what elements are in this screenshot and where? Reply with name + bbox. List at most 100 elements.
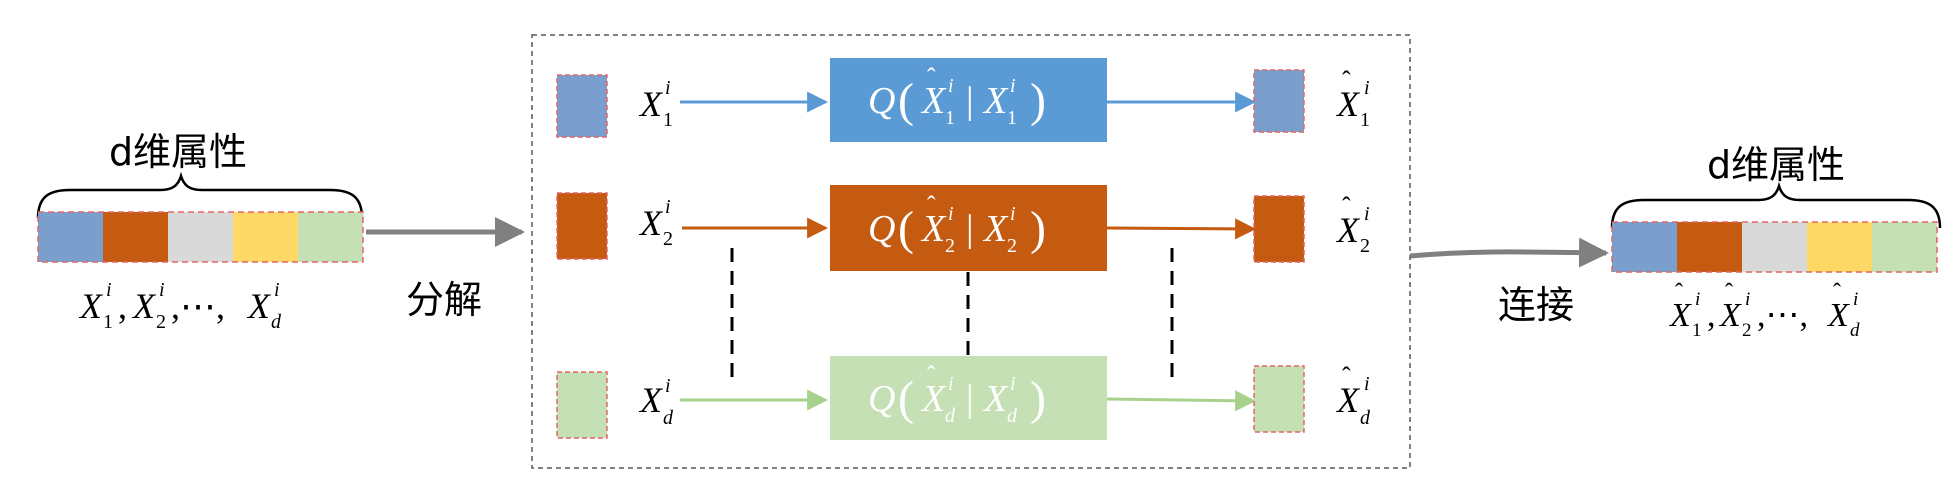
svg-text:X: X xyxy=(78,286,104,326)
svg-text:X: X xyxy=(920,80,947,122)
right-attribute-label: X ˆ 1 i , X ˆ 2 i ,⋯, X ˆ d i xyxy=(1668,280,1860,341)
svg-text:X: X xyxy=(1335,84,1361,124)
svg-text:ˆ: ˆ xyxy=(1675,280,1683,306)
svg-text:ˆ: ˆ xyxy=(1342,192,1351,221)
svg-text:i: i xyxy=(1364,77,1370,99)
svg-text:i: i xyxy=(948,75,954,97)
output-label-1: X ˆ 1 i xyxy=(1335,66,1370,131)
row-1: X 1 i Q ( X ˆ 1 i | X 1 i ) X ˆ 1 i xyxy=(556,58,1370,142)
svg-text:i: i xyxy=(665,375,671,397)
out-cell-green xyxy=(1872,222,1937,272)
svg-text:ˆ: ˆ xyxy=(927,361,936,390)
svg-text:1: 1 xyxy=(1692,320,1702,341)
svg-text:2: 2 xyxy=(1360,235,1370,257)
connect-arrow xyxy=(1409,237,1609,268)
left-attribute-strip xyxy=(37,211,364,263)
svg-text:1: 1 xyxy=(1360,109,1370,131)
input-label-1: X 1 i xyxy=(638,77,673,131)
out-cell-blue xyxy=(1612,222,1677,272)
connect-label: 连接 xyxy=(1498,283,1574,327)
input-square-2 xyxy=(556,192,608,260)
svg-text:i: i xyxy=(665,77,671,99)
svg-text:X: X xyxy=(638,203,664,243)
right-brace xyxy=(1610,181,1942,229)
svg-text:ˆ: ˆ xyxy=(927,63,936,92)
svg-text:): ) xyxy=(1030,372,1046,425)
svg-text:d: d xyxy=(271,311,282,333)
svg-text:i: i xyxy=(1010,373,1016,395)
svg-text:1: 1 xyxy=(1007,107,1017,129)
svg-text:i: i xyxy=(1853,289,1858,310)
svg-text:(: ( xyxy=(898,202,914,255)
decompose-label: 分解 xyxy=(406,278,482,322)
out-cell-gray xyxy=(1742,222,1807,272)
svg-text:X: X xyxy=(982,208,1009,250)
svg-text:X: X xyxy=(920,208,947,250)
left-attribute-label: X 1 i , X 2 i ,⋯, X d i xyxy=(78,279,282,333)
svg-text:): ) xyxy=(1030,202,1046,255)
svg-text:d: d xyxy=(1360,407,1371,429)
svg-text:ˆ: ˆ xyxy=(927,191,936,220)
out-cell-orange xyxy=(1677,222,1742,272)
attr-strip-border xyxy=(37,211,364,263)
svg-text:1: 1 xyxy=(663,109,673,131)
svg-text:i: i xyxy=(159,279,165,301)
svg-text:,: , xyxy=(1707,297,1716,334)
svg-text:,⋯,: ,⋯, xyxy=(171,286,225,326)
svg-text:1: 1 xyxy=(945,107,955,129)
svg-text:X: X xyxy=(638,84,664,124)
svg-text:X: X xyxy=(1826,297,1850,334)
svg-text:,: , xyxy=(118,286,127,326)
attr-cell-orange xyxy=(103,212,168,262)
svg-text:i: i xyxy=(1695,289,1700,310)
right-attribute-strip xyxy=(1611,221,1938,273)
svg-text:ˆ: ˆ xyxy=(1833,280,1841,306)
svg-text:X: X xyxy=(982,80,1009,122)
svg-text:2: 2 xyxy=(663,228,673,250)
svg-text:Q: Q xyxy=(868,208,895,250)
svg-text:|: | xyxy=(966,378,974,420)
svg-text:|: | xyxy=(966,80,974,122)
input-label-d: X d i xyxy=(638,375,674,429)
out-strip-border xyxy=(1611,221,1938,273)
output-label-d: X ˆ d i xyxy=(1335,362,1371,429)
svg-text:X: X xyxy=(982,378,1009,420)
q-box-1 xyxy=(830,58,1107,142)
q-box-d xyxy=(830,356,1107,440)
svg-text:2: 2 xyxy=(156,311,166,333)
svg-text:Q: Q xyxy=(868,80,895,122)
svg-text:Q: Q xyxy=(868,378,895,420)
svg-text:): ) xyxy=(1030,74,1046,127)
svg-text:d: d xyxy=(1850,320,1860,341)
svg-text:i: i xyxy=(1010,75,1016,97)
svg-text:X: X xyxy=(1335,210,1361,250)
attr-cell-green xyxy=(298,212,363,262)
left-brace-label: d维属性 xyxy=(109,130,247,174)
svg-text:2: 2 xyxy=(1007,235,1017,257)
q-box-label-d: Q ( X ˆ d i | X d i ) xyxy=(868,361,1046,427)
svg-text:d: d xyxy=(663,407,674,429)
input-square-1 xyxy=(556,74,608,138)
output-square-d xyxy=(1253,365,1305,433)
svg-text:i: i xyxy=(1010,203,1016,225)
svg-text:i: i xyxy=(274,279,280,301)
attr-cell-yellow xyxy=(233,212,298,262)
svg-text:X: X xyxy=(131,286,157,326)
svg-text:i: i xyxy=(1364,373,1370,395)
svg-text:|: | xyxy=(966,208,974,250)
arrow-out-d xyxy=(1106,390,1257,412)
svg-text:X: X xyxy=(638,380,664,420)
svg-text:i: i xyxy=(948,203,954,225)
svg-text:X: X xyxy=(920,378,947,420)
row-d: X d i Q ( X ˆ d i | X d i ) X ˆ d i xyxy=(556,356,1371,440)
svg-text:,⋯,: ,⋯, xyxy=(1757,297,1808,334)
left-attribute-group: d维属性 X 1 i , X 2 i ,⋯, X d i xyxy=(36,130,364,333)
svg-text:ˆ: ˆ xyxy=(1342,66,1351,95)
svg-text:i: i xyxy=(948,373,954,395)
svg-text:d: d xyxy=(945,405,956,427)
svg-text:ˆ: ˆ xyxy=(1725,280,1733,306)
row-2: X 2 i Q ( X ˆ 2 i | X 2 i ) X ˆ 2 i xyxy=(556,185,1370,271)
svg-text:ˆ: ˆ xyxy=(1342,362,1351,391)
svg-text:2: 2 xyxy=(1742,320,1752,341)
